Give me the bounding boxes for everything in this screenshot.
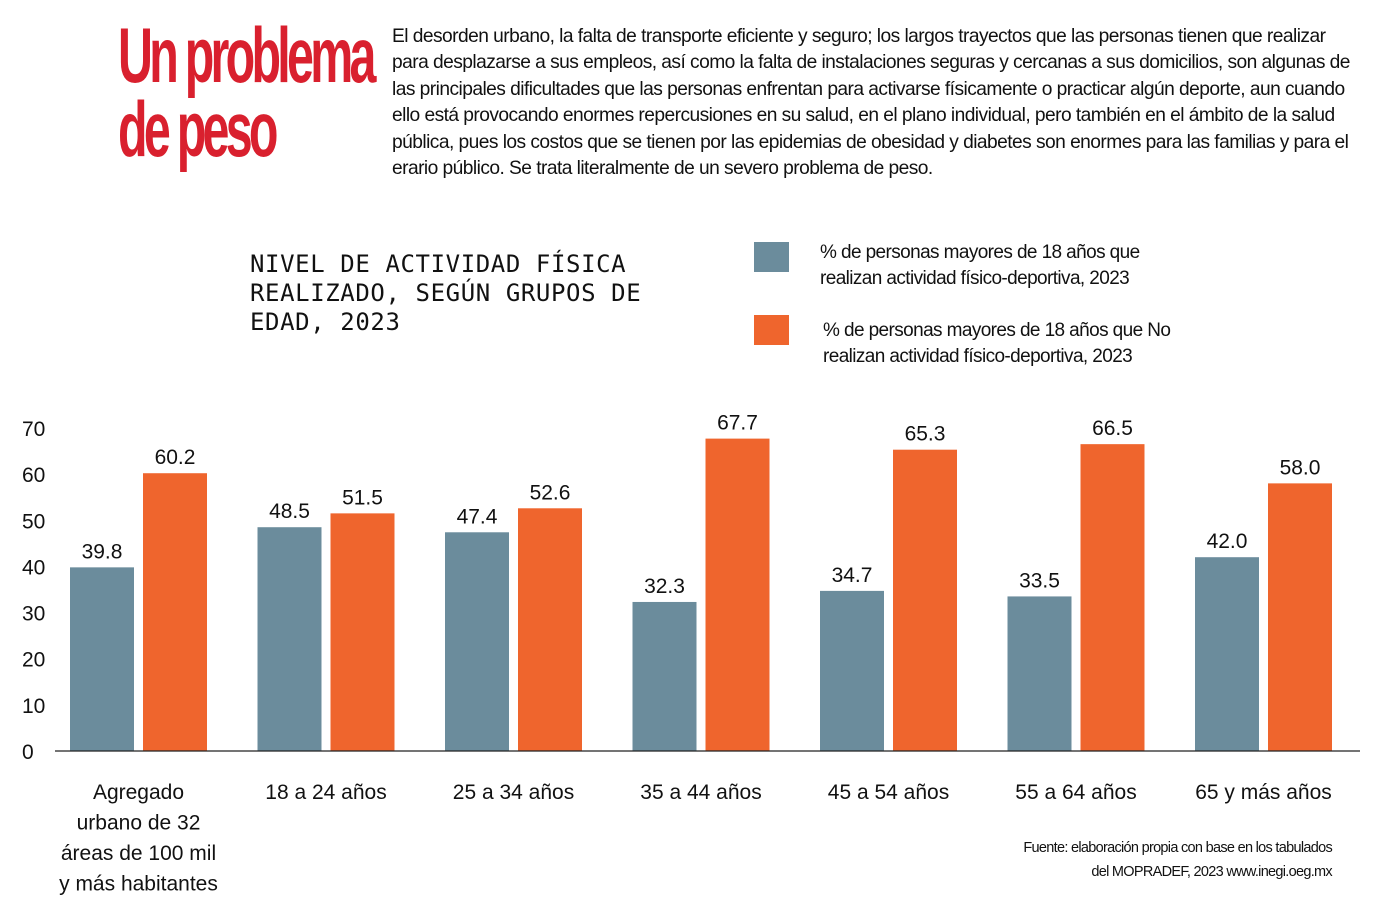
bar-realizan xyxy=(257,527,322,751)
data-label: 65.3 xyxy=(905,423,946,446)
y-tick-label: 30 xyxy=(22,603,45,626)
x-category-label: 25 a 34 años xyxy=(453,781,574,804)
headline-line-2: de peso xyxy=(118,85,278,173)
data-label: 34.7 xyxy=(832,564,873,587)
legend-swatch-no-realizan xyxy=(754,315,789,345)
x-category-label: 45 a 54 años xyxy=(828,781,949,804)
chart-title: NIVEL DE ACTIVIDAD FÍSICA REALIZADO, SEG… xyxy=(250,250,642,336)
x-category-label: urbano de 32 xyxy=(77,812,201,835)
source-line-2: del MOPRADEF, 2023 www.inegi.oeg.mx xyxy=(1091,864,1332,880)
data-label: 58.0 xyxy=(1280,456,1321,479)
legend-label-realizan: % de personas mayores de 18 años que rea… xyxy=(820,240,1140,292)
bar-no-realizan xyxy=(518,508,582,751)
y-tick-label: 60 xyxy=(22,464,45,487)
data-label: 48.5 xyxy=(269,500,310,523)
x-category-label: 65 y más años xyxy=(1195,781,1332,804)
y-tick-label: 70 xyxy=(22,418,45,441)
data-label: 66.5 xyxy=(1092,417,1133,440)
bar-realizan xyxy=(445,532,509,751)
x-category-label: y más habitantes xyxy=(59,873,218,896)
bar-realizan xyxy=(820,590,884,751)
legend-label-no-realizan: % de personas mayores de 18 años que No … xyxy=(823,318,1171,370)
x-category-label: 55 a 64 años xyxy=(1015,781,1136,804)
x-category-label: 18 a 24 años xyxy=(265,781,386,804)
bar-realizan xyxy=(1195,557,1259,751)
intro-paragraph: El desorden urbano, la falta de transpor… xyxy=(392,26,1350,180)
x-category-label: 35 a 44 años xyxy=(640,781,761,804)
headline-line-1: Un problema xyxy=(118,11,376,99)
y-tick-label: 0 xyxy=(22,741,34,764)
headline: Un problema de peso xyxy=(118,11,376,173)
data-label: 42.0 xyxy=(1207,530,1248,553)
bar-realizan xyxy=(632,601,697,751)
data-label: 32.3 xyxy=(644,575,685,598)
bar-no-realizan xyxy=(1080,444,1145,751)
bar-realizan xyxy=(70,567,134,751)
data-label: 51.5 xyxy=(342,486,383,509)
data-label: 47.4 xyxy=(457,505,498,528)
legend-label-line: realizan actividad físico-deportiva, 202… xyxy=(820,268,1130,289)
data-label: 60.2 xyxy=(155,446,196,469)
bar-no-realizan xyxy=(1268,483,1332,751)
x-category-label: Agregado xyxy=(93,781,184,804)
x-category-label: áreas de 100 mil xyxy=(61,842,216,865)
source-line-1: Fuente: elaboración propia con base en l… xyxy=(1023,840,1332,856)
y-tick-label: 10 xyxy=(22,695,45,718)
y-tick-label: 40 xyxy=(22,556,45,579)
source-note: Fuente: elaboración propia con base en l… xyxy=(1023,836,1332,884)
y-tick-label: 50 xyxy=(22,510,45,533)
bar-no-realizan xyxy=(893,449,957,751)
bar-no-realizan xyxy=(330,513,395,751)
legend-swatch-realizan xyxy=(754,242,789,272)
data-label: 39.8 xyxy=(82,540,123,563)
data-label: 67.7 xyxy=(717,412,758,435)
legend-label-line: % de personas mayores de 18 años que No xyxy=(823,320,1171,341)
legend-label-line: % de personas mayores de 18 años que xyxy=(820,242,1140,263)
bar-no-realizan xyxy=(705,438,770,751)
data-label: 33.5 xyxy=(1019,569,1060,592)
legend-label-line: realizan actividad físico-deportiva, 202… xyxy=(823,346,1133,367)
data-label: 52.6 xyxy=(530,481,571,504)
y-tick-label: 20 xyxy=(22,649,45,672)
bar-realizan xyxy=(1007,596,1072,751)
bar-no-realizan xyxy=(143,473,207,751)
